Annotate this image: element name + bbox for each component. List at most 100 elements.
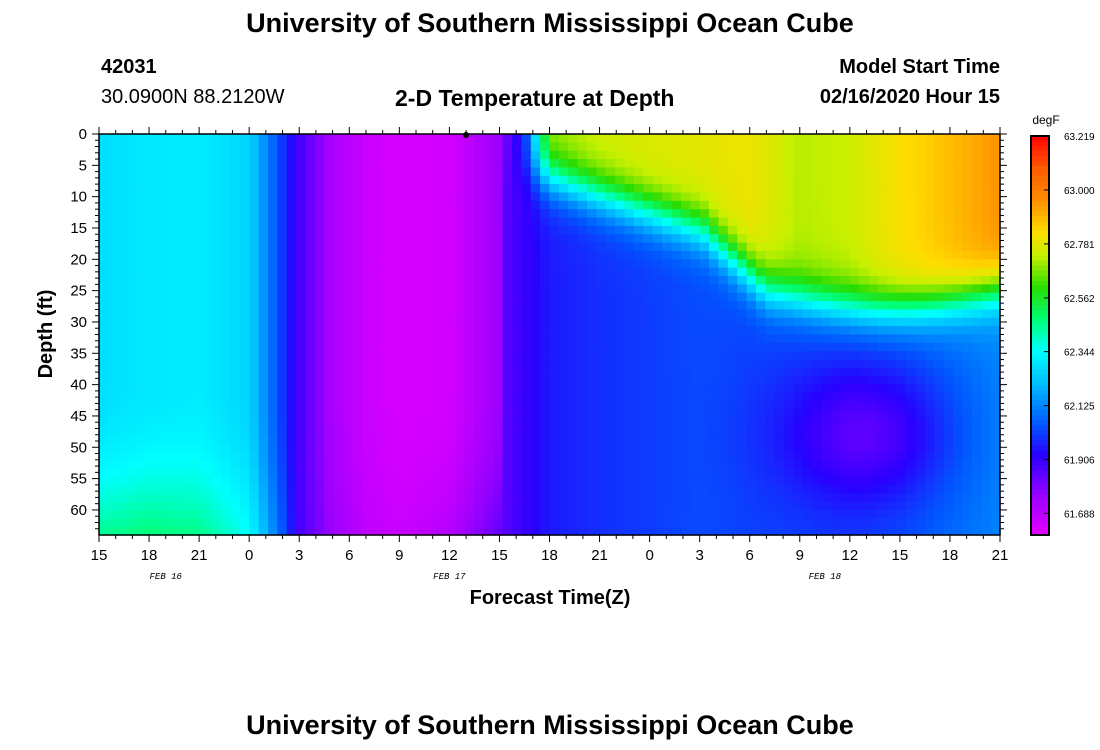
heatmap-cell	[427, 234, 438, 244]
heatmap-cell	[690, 392, 701, 402]
heatmap-cell	[690, 334, 701, 344]
heatmap-cell	[174, 476, 185, 486]
heatmap-cell	[474, 418, 485, 427]
heatmap-cell	[953, 234, 964, 244]
heatmap-cell	[493, 426, 504, 436]
heatmap-cell	[239, 234, 250, 244]
heatmap-cell	[718, 392, 729, 402]
heatmap-cell	[136, 284, 147, 294]
heatmap-cell	[868, 451, 879, 461]
heatmap-cell	[530, 401, 541, 411]
heatmap-cell	[709, 259, 720, 269]
heatmap-cell	[709, 150, 720, 160]
heatmap-cell	[530, 367, 541, 377]
heatmap-cell	[221, 351, 231, 361]
heatmap-cell	[633, 250, 644, 260]
y-tick-label: 45	[70, 408, 87, 425]
heatmap-cell	[887, 509, 898, 519]
heatmap-cell	[662, 250, 673, 260]
heatmap-cell	[812, 317, 823, 327]
heatmap-cell	[990, 484, 1001, 494]
heatmap-cell	[267, 259, 278, 269]
heatmap-cell	[605, 476, 616, 486]
heatmap-cell	[502, 259, 513, 269]
heatmap-cell	[427, 217, 438, 227]
heatmap-cell	[981, 484, 992, 494]
heatmap-cell	[511, 142, 522, 152]
heatmap-cell	[718, 159, 729, 169]
heatmap-cell	[802, 401, 813, 411]
heatmap-cell	[530, 259, 541, 269]
heatmap-cell	[136, 209, 147, 219]
heatmap-cell	[455, 242, 466, 252]
heatmap-cell	[558, 468, 569, 478]
heatmap-cell	[727, 359, 738, 369]
heatmap-cell	[568, 134, 579, 143]
heatmap-cell	[633, 267, 644, 277]
heatmap-cell	[577, 392, 588, 402]
heatmap-cell	[239, 459, 250, 469]
heatmap-cell	[755, 334, 766, 344]
heatmap-cell	[352, 200, 363, 210]
heatmap-cell	[267, 501, 278, 511]
heatmap-cell	[446, 367, 457, 377]
heatmap-cell	[127, 434, 138, 444]
heatmap-cell	[474, 142, 485, 152]
heatmap-cell	[671, 342, 682, 352]
heatmap-cell	[699, 301, 710, 311]
heatmap-cell	[521, 259, 532, 269]
heatmap-cell	[896, 426, 907, 436]
heatmap-cell	[709, 225, 720, 235]
heatmap-cell	[408, 234, 419, 244]
heatmap-cell	[915, 484, 926, 494]
heatmap-cell	[249, 409, 260, 419]
heatmap-cell	[258, 217, 269, 227]
heatmap-cell	[324, 309, 335, 319]
heatmap-cell	[530, 443, 541, 453]
heatmap-cell	[474, 276, 485, 285]
heatmap-cell	[446, 317, 457, 327]
heatmap-cell	[483, 267, 494, 277]
heatmap-cell	[652, 175, 663, 185]
colorbar-cell	[1031, 295, 1049, 302]
heatmap-cell	[418, 209, 429, 219]
heatmap-cell	[389, 167, 400, 177]
heatmap-cell	[662, 142, 673, 152]
heatmap-cell	[802, 518, 813, 528]
heatmap-cell	[352, 309, 363, 319]
heatmap-cell	[286, 175, 297, 185]
heatmap-cell	[277, 434, 288, 444]
heatmap-cell	[239, 501, 250, 511]
heatmap-cell	[802, 434, 813, 444]
heatmap-cell	[662, 267, 673, 277]
heatmap-cell	[305, 384, 316, 394]
colorbar-cell	[1031, 340, 1049, 347]
heatmap-cell	[408, 175, 419, 185]
heatmap-cell	[436, 284, 447, 294]
heatmap-cell	[239, 309, 250, 319]
heatmap-cell	[765, 192, 776, 202]
heatmap-cell	[455, 518, 466, 528]
heatmap-cell	[502, 209, 513, 219]
heatmap-cell	[615, 509, 626, 519]
heatmap-cell	[615, 150, 626, 160]
heatmap-cell	[239, 468, 250, 478]
heatmap-cell	[821, 309, 832, 319]
heatmap-cell	[164, 276, 175, 285]
heatmap-cell	[258, 242, 269, 252]
heatmap-cell	[877, 468, 888, 478]
heatmap-cell	[211, 384, 222, 394]
heatmap-cell	[840, 250, 851, 260]
heatmap-cell	[962, 150, 973, 160]
heatmap-cell	[652, 468, 663, 478]
heatmap-cell	[521, 334, 532, 344]
heatmap-cell	[296, 317, 307, 327]
heatmap-cell	[962, 434, 973, 444]
heatmap-cell	[211, 359, 222, 369]
heatmap-cell	[765, 426, 776, 436]
heatmap-cell	[934, 309, 945, 319]
heatmap-cell	[690, 493, 701, 503]
colorbar-cell	[1031, 465, 1049, 471]
heatmap-cell	[521, 418, 532, 427]
heatmap-cell	[652, 167, 663, 177]
